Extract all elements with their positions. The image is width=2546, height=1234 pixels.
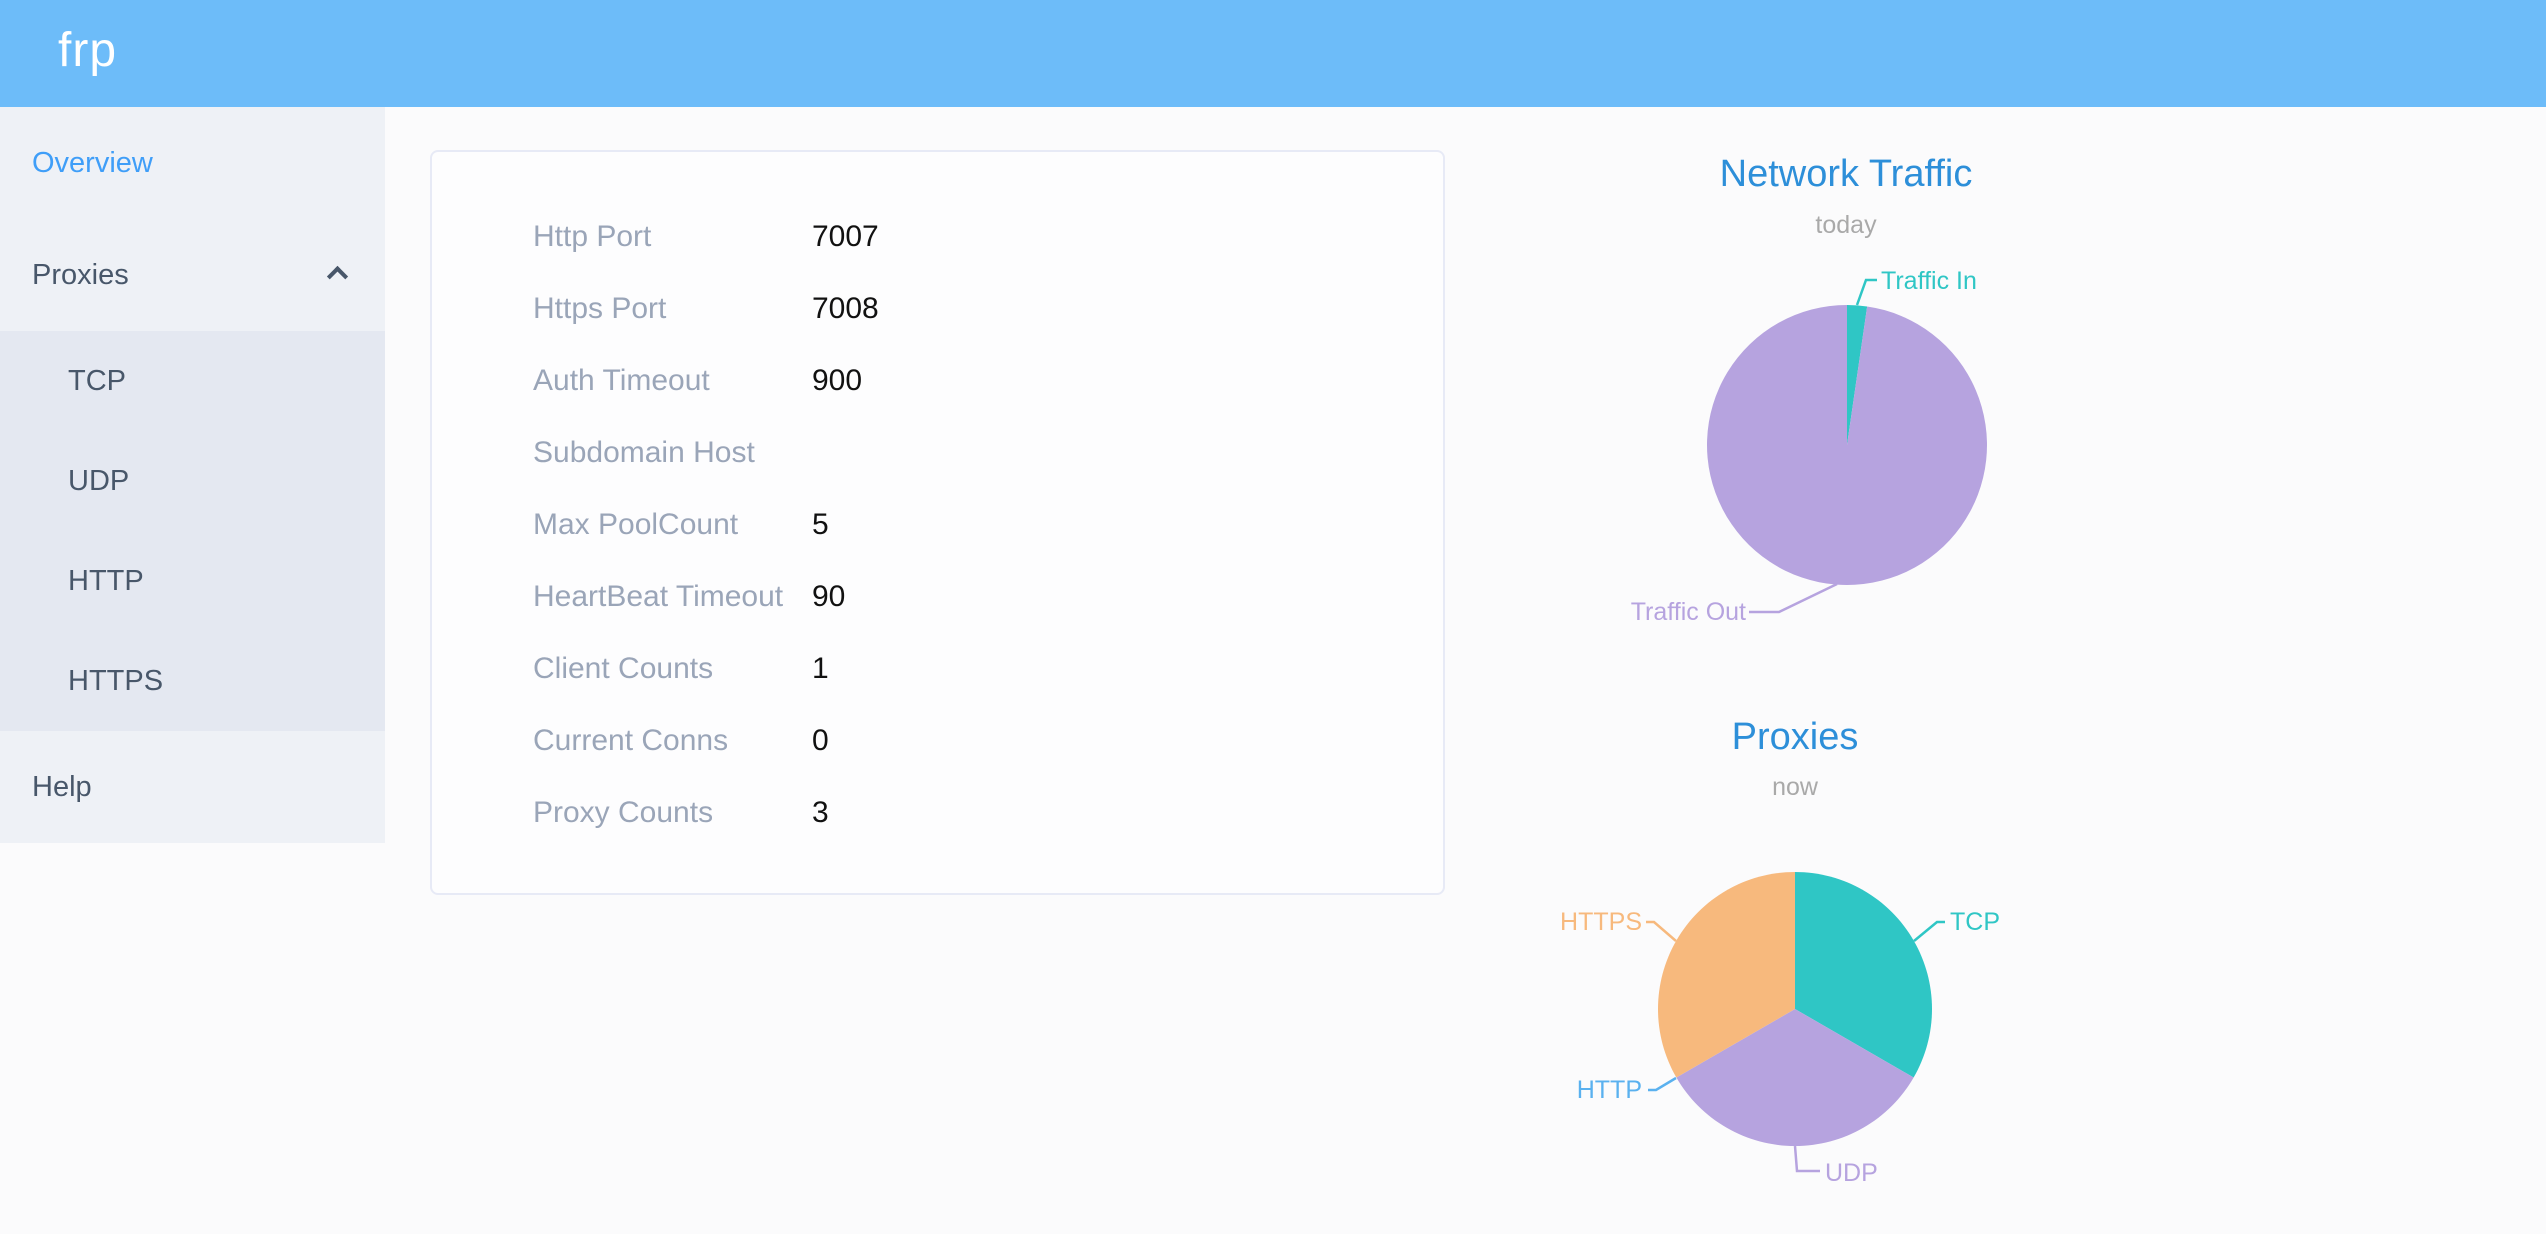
info-label: Https Port bbox=[533, 292, 667, 325]
info-label: Auth Timeout bbox=[533, 364, 710, 397]
slice-label-traffic-in: Traffic In bbox=[1881, 267, 1977, 295]
sidebar-item-overview-label: Overview bbox=[32, 147, 153, 179]
sidebar-item-http[interactable]: HTTP bbox=[68, 565, 144, 597]
sidebar-item-overview[interactable]: Overview bbox=[0, 107, 385, 219]
info-value: 7008 bbox=[812, 292, 879, 325]
pie-slice-tcp[interactable] bbox=[1795, 872, 1932, 1078]
slice-label-http: HTTP bbox=[1576, 1076, 1642, 1104]
sidebar-item-tcp[interactable]: TCP bbox=[68, 365, 126, 397]
info-row: Current Conns 0 bbox=[432, 705, 1443, 777]
sidebar-item-https[interactable]: HTTPS bbox=[68, 665, 164, 697]
info-row: Http Port 7007 bbox=[432, 201, 1443, 273]
proxies-pie[interactable] bbox=[1645, 859, 1945, 1159]
info-value: 0 bbox=[812, 724, 829, 757]
info-label: HeartBeat Timeout bbox=[533, 580, 784, 613]
server-info-card: Http Port 7007 Https Port 7008 Auth Timeou… bbox=[430, 150, 1445, 895]
info-value: 7007 bbox=[812, 220, 879, 253]
info-label: Current Conns bbox=[533, 724, 729, 757]
info-row: HeartBeat Timeout 90 bbox=[432, 561, 1443, 633]
info-value: 900 bbox=[812, 364, 863, 397]
sidebar-item-help-label: Help bbox=[32, 771, 92, 803]
info-value: 90 bbox=[812, 580, 846, 613]
info-value: 1 bbox=[812, 652, 829, 685]
proxies-title: Proxies bbox=[1731, 716, 1859, 758]
info-label: Client Counts bbox=[533, 652, 714, 685]
info-value: 3 bbox=[812, 796, 829, 829]
sidebar-item-help[interactable]: Help bbox=[0, 731, 385, 843]
info-label: Max PoolCount bbox=[533, 508, 739, 541]
info-value: 5 bbox=[812, 508, 829, 541]
proxies-subtitle: now bbox=[1772, 773, 1818, 801]
slice-label-tcp: TCP bbox=[1950, 908, 2000, 936]
pie-slice-traffic-in[interactable] bbox=[1847, 305, 1868, 445]
info-row: Subdomain Host bbox=[432, 417, 1443, 489]
info-row: Auth Timeout 900 bbox=[432, 345, 1443, 417]
info-row: Max PoolCount 5 bbox=[432, 489, 1443, 561]
sidebar-item-proxies-label: Proxies bbox=[32, 259, 129, 291]
app-logo: frp bbox=[58, 24, 118, 77]
info-label: Http Port bbox=[533, 220, 652, 253]
info-row: Https Port 7008 bbox=[432, 273, 1443, 345]
pie-slice-https[interactable] bbox=[1658, 872, 1795, 1078]
network-traffic-pie[interactable] bbox=[1697, 295, 1997, 595]
info-row: Proxy Counts 3 bbox=[432, 777, 1443, 849]
pie-slice-traffic-out[interactable] bbox=[1707, 305, 1987, 585]
slice-label-https: HTTPS bbox=[1560, 908, 1642, 936]
slice-label-udp: UDP bbox=[1825, 1159, 1878, 1187]
network-traffic-subtitle: today bbox=[1815, 211, 1877, 239]
sidebar: Overview Proxies TCP UDP HTTP HTTPS Help bbox=[0, 107, 385, 843]
proxies-submenu: TCP UDP HTTP HTTPS bbox=[0, 331, 385, 731]
network-traffic-title: Network Traffic bbox=[1719, 153, 1973, 195]
pie-slice-udp[interactable] bbox=[1676, 1009, 1914, 1146]
chevron-up-icon bbox=[326, 265, 349, 288]
sidebar-item-udp[interactable]: UDP bbox=[68, 465, 130, 497]
sidebar-item-proxies[interactable]: Proxies bbox=[0, 219, 385, 331]
info-label: Subdomain Host bbox=[533, 436, 755, 469]
info-row: Client Counts 1 bbox=[432, 633, 1443, 705]
app-header: frp bbox=[0, 0, 2546, 107]
info-label: Proxy Counts bbox=[533, 796, 714, 829]
slice-label-traffic-out: Traffic Out bbox=[1630, 598, 1746, 626]
